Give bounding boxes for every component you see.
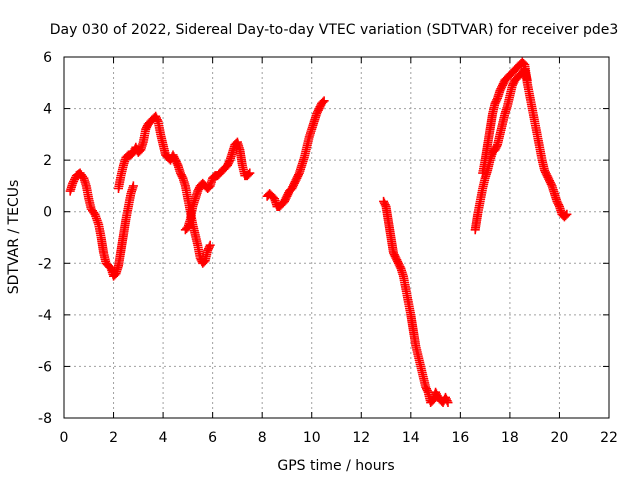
series-arc-1	[65, 168, 123, 281]
y-tick-labels: -8 -6 -4 -2 0 2 4 6	[38, 50, 52, 427]
x-tick-label: 14	[402, 430, 420, 446]
data-point	[205, 240, 215, 250]
data-series	[65, 57, 572, 408]
grid-lines	[64, 57, 609, 418]
y-tick-label: -6	[38, 359, 52, 375]
x-axis-label: GPS time / hours	[277, 458, 394, 474]
x-tick-label: 2	[109, 430, 118, 446]
x-tick-label: 20	[551, 430, 569, 446]
x-tick-label: 6	[208, 430, 217, 446]
data-point	[70, 174, 80, 184]
y-axis-label: SDTVAR / TECUs	[6, 180, 22, 295]
y-tick-label: 0	[43, 205, 52, 221]
x-tick-label: 16	[451, 430, 469, 446]
data-point	[442, 396, 452, 406]
data-point	[318, 97, 328, 107]
data-point	[69, 176, 79, 186]
data-point	[244, 169, 254, 179]
x-tick-label: 18	[501, 430, 519, 446]
series-arc-6	[379, 196, 453, 408]
y-tick-label: -4	[38, 308, 52, 324]
data-point	[319, 96, 329, 106]
data-point	[245, 168, 255, 178]
x-tick-label: 8	[258, 430, 267, 446]
data-point	[128, 181, 138, 191]
data-point	[562, 209, 572, 219]
series-arc-8	[478, 57, 572, 222]
x-tick-label: 0	[60, 430, 69, 446]
y-tick-label: -8	[38, 411, 52, 427]
plot-frame	[63, 56, 610, 419]
axis-ticks	[63, 56, 610, 419]
series-arc-4	[180, 137, 255, 235]
data-point	[152, 115, 162, 125]
series-arc-2	[114, 181, 138, 271]
series-arc-5	[262, 96, 329, 212]
x-tick-label: 12	[352, 430, 370, 446]
data-point	[68, 178, 78, 188]
data-point	[443, 398, 453, 408]
y-tick-label: -2	[38, 256, 52, 272]
data-point	[204, 242, 214, 252]
y-tick-label: 4	[43, 102, 52, 118]
chart-title: Day 030 of 2022, Sidereal Day-to-day VTE…	[50, 22, 619, 38]
data-point	[561, 211, 571, 221]
x-tick-label: 22	[600, 430, 618, 446]
y-tick-label: 6	[43, 50, 52, 66]
x-tick-labels: 0 2 4 6 8 10 12 14 16 18 20 22	[60, 430, 618, 446]
series-arc-3	[114, 111, 215, 268]
y-tick-label: 2	[43, 153, 52, 169]
x-tick-label: 10	[303, 430, 321, 446]
x-tick-label: 4	[159, 430, 168, 446]
